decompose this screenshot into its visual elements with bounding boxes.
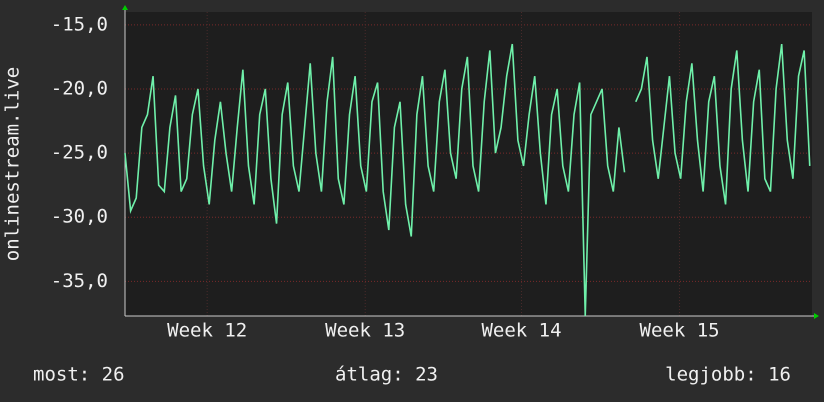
x-tick-label: Week 12 xyxy=(167,320,247,342)
series-line xyxy=(124,43,811,317)
plot-area xyxy=(125,12,812,316)
y-arrow xyxy=(122,5,128,10)
footer-current: most: 26 xyxy=(33,364,125,386)
footer-average: átlag: 23 xyxy=(335,364,438,386)
x-tick-label: Week 15 xyxy=(640,320,720,342)
y-tick-label: -35,0 xyxy=(51,270,108,292)
y-axis-label: onlinestream.live xyxy=(2,67,24,261)
x-tick-label: Week 13 xyxy=(325,320,405,342)
y-tick-label: -25,0 xyxy=(51,142,108,164)
footer-best: legjobb: 16 xyxy=(665,364,791,386)
y-tick-label: -15,0 xyxy=(51,13,108,35)
y-tick-label: -30,0 xyxy=(51,206,108,228)
x-tick-label: Week 14 xyxy=(481,320,561,342)
x-arrow xyxy=(814,313,819,319)
y-tick-label: -20,0 xyxy=(51,77,108,99)
